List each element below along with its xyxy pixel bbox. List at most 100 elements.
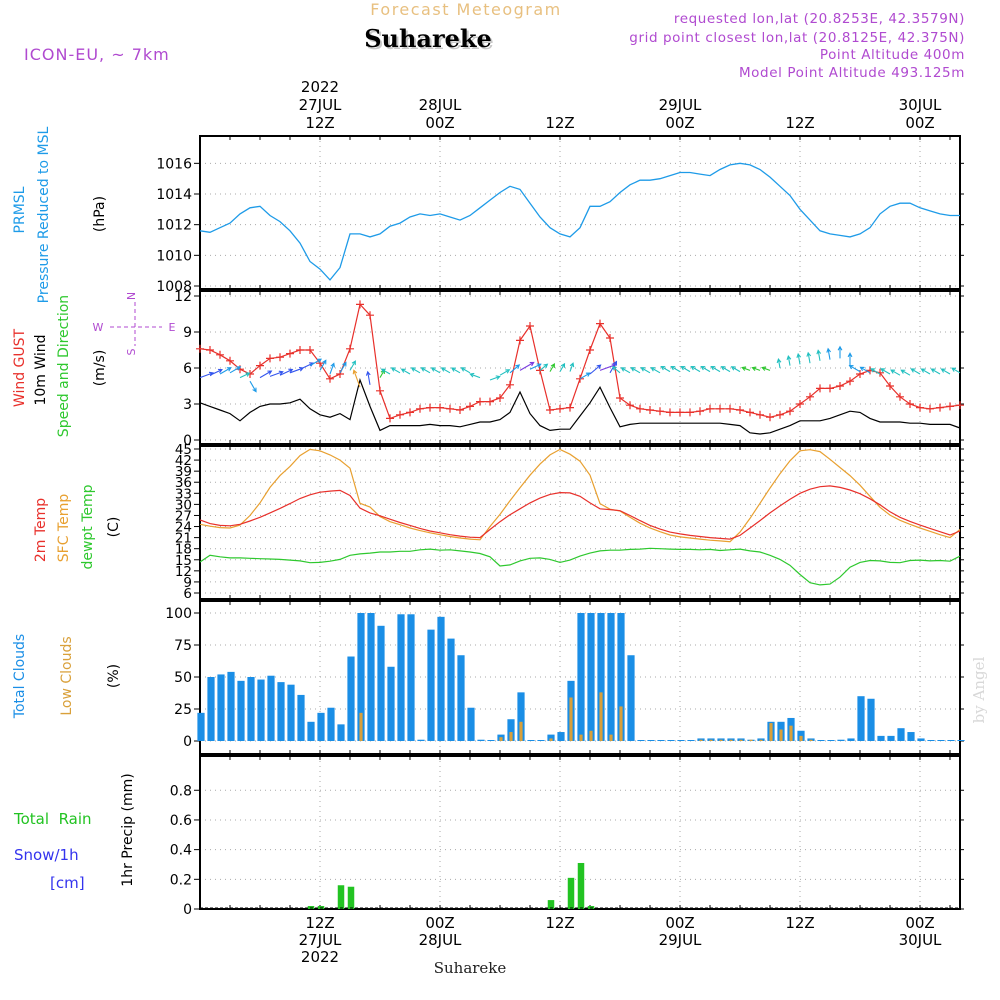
low-cloud-bar [729, 739, 733, 741]
wind-direction-arrow [930, 368, 941, 375]
wind-direction-arrow [660, 365, 671, 373]
wind-gust-label: Wind GUST [12, 328, 28, 407]
low-cloud-bar [789, 725, 793, 741]
gust-marker [616, 394, 624, 402]
y-tick-label: 0 [183, 902, 192, 918]
gust-marker [516, 336, 524, 345]
top-time-label: 12Z [785, 114, 814, 132]
gust-marker [636, 404, 644, 413]
gust-marker [416, 404, 424, 413]
wind-direction-arrow [680, 365, 691, 373]
wind-direction-arrow [620, 367, 631, 374]
wind-direction-arrow [499, 369, 511, 376]
top-time-label: 27JUL [299, 96, 342, 114]
station-title-shadow: Suhareke [366, 26, 494, 55]
y-tick-label: 0 [183, 433, 192, 449]
y-tick-label: 0.8 [170, 783, 192, 799]
gust-marker [586, 346, 594, 354]
total-cloud-bar [527, 740, 535, 741]
requested-coords: requested lon,lat (20.8253E, 42.3579N) [674, 11, 965, 27]
point-altitude: Point Altitude 400m [820, 47, 965, 63]
snow-label: Snow/1h [14, 846, 79, 864]
total-cloud-bar [437, 616, 445, 741]
gust-marker [216, 350, 224, 359]
gust-marker [906, 400, 914, 408]
total-cloud-bar [397, 614, 405, 741]
gust-marker [946, 402, 954, 411]
y-tick-label: 36 [175, 475, 192, 491]
gust-marker [446, 404, 454, 413]
total-cloud-bar [577, 613, 585, 741]
total-cloud-bar [617, 613, 625, 741]
total-cloud-bar [507, 719, 515, 741]
pressure-label-name: Pressure Reduced to MSL [36, 126, 52, 303]
total-cloud-bar [557, 732, 565, 741]
wind-direction-arrow [880, 368, 891, 375]
panel-1: 1008 1010 1012 1014 1016 [156, 135, 964, 295]
y-tick-label: 27 [175, 508, 192, 524]
gust-marker [496, 394, 504, 402]
gust-marker [306, 346, 314, 354]
y-tick-label: 1014 [156, 187, 192, 203]
low-cloud-bar [619, 706, 623, 741]
y-tick-label: 9 [183, 325, 192, 341]
wind-direction-arrow [940, 368, 951, 375]
low-clouds-label: Low Clouds [59, 636, 75, 715]
wind-direction-arrow [509, 364, 521, 374]
wind-direction-arrow [380, 368, 391, 375]
bottom-time-label: 00Z [665, 914, 694, 932]
y-tick-label: 45 [175, 442, 192, 458]
gust-marker [456, 406, 464, 414]
wind-direction-arrow [751, 366, 761, 371]
series-prmsl [199, 162, 960, 281]
total-cloud-bar [907, 732, 915, 741]
low-cloud-bar [589, 730, 593, 741]
wind-direction-arrow [519, 361, 535, 371]
gust-marker [656, 407, 664, 416]
clouds-unit: (%) [106, 664, 122, 688]
y-tick-label: 0.2 [170, 872, 192, 888]
bottom-caption: Suhareke [434, 959, 507, 977]
gust-marker [506, 380, 514, 389]
top-time-label: 2022 [301, 78, 339, 96]
y-tick-label: 12 [174, 289, 192, 305]
total-cloud-bar [957, 740, 965, 741]
total-cloud-bar [827, 740, 835, 741]
bottom-time-label: 12Z [305, 914, 334, 932]
total-clouds-label: Total Clouds [12, 634, 28, 719]
wind-direction-arrow [379, 369, 385, 378]
bottom-time-label: 12Z [785, 914, 814, 932]
gust-marker [886, 382, 894, 390]
low-cloud-bar [749, 739, 753, 741]
y-tick-label: 50 [174, 670, 192, 686]
bottom-time-label: 2022 [301, 948, 339, 966]
total-cloud-bar [607, 613, 615, 741]
total-cloud-bar [197, 712, 205, 741]
precip-axis-label: 1hr Precip (mm) [120, 773, 136, 886]
wind-direction-arrow [259, 370, 273, 379]
t2m-label: 2m Temp [33, 498, 49, 562]
wind-direction-arrow [776, 358, 782, 369]
low-cloud-bar [549, 738, 553, 741]
rain-bar [337, 885, 345, 909]
low-cloud-bar [759, 739, 763, 741]
gust-marker [716, 404, 724, 413]
low-cloud-bar [359, 712, 363, 741]
low-cloud-bar [609, 734, 613, 741]
wind-direction-arrow [400, 368, 411, 375]
wind-direction-arrow [859, 366, 871, 374]
gust-marker [406, 408, 414, 417]
panel-frame [199, 445, 961, 600]
bottom-time-label: 12Z [545, 914, 574, 932]
wind-direction-arrow [410, 367, 421, 374]
wind-direction-arrow [329, 362, 335, 375]
y-tick-label: 39 [175, 464, 192, 480]
y-tick-label: 6 [183, 586, 192, 602]
total-cloud-bar [317, 712, 325, 741]
top-time-label: 29JUL [659, 96, 702, 114]
total-cloud-bar [247, 677, 255, 741]
top-time-label: 12Z [305, 114, 334, 132]
panel-4: 0 25 50 75 100 [165, 600, 964, 755]
bottom-time-label: 28JUL [419, 931, 462, 949]
y-tick-label: 24 [175, 520, 192, 536]
